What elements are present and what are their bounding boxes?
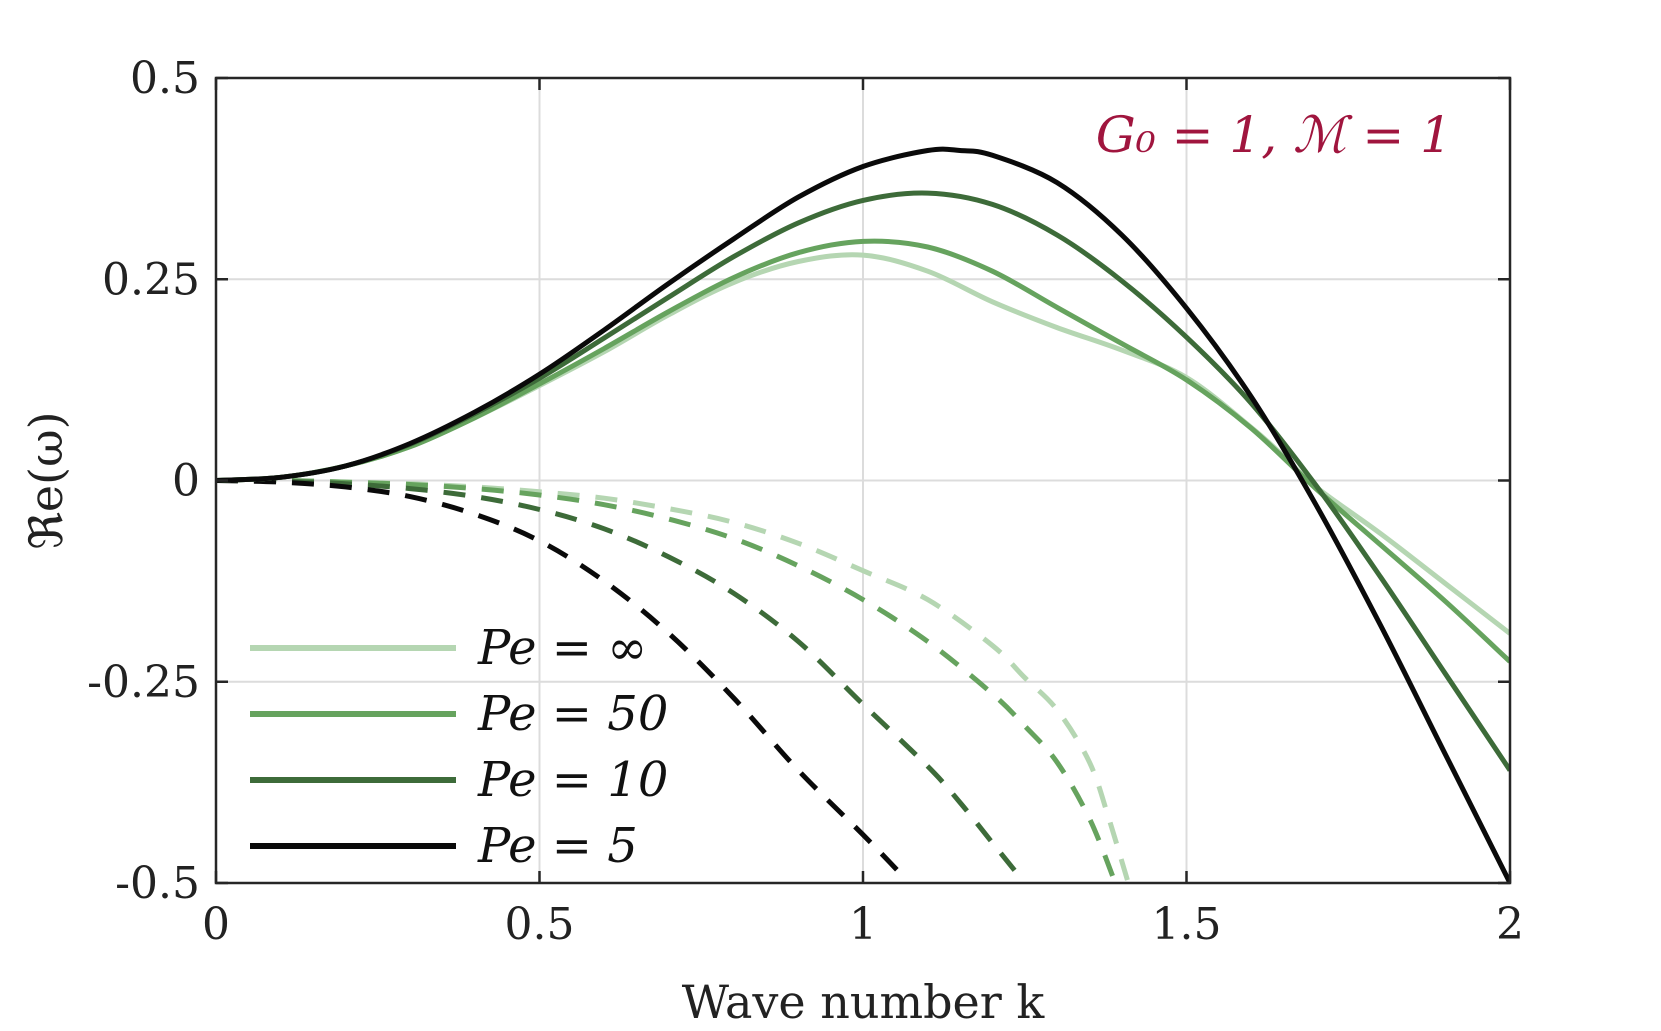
legend-label: Pe = 50 (477, 686, 668, 742)
y-tick-label: 0 (172, 456, 200, 507)
series-solid-4 (216, 146, 1510, 885)
y-tick-label: 0.25 (102, 254, 200, 305)
legend-label: Pe = 10 (477, 752, 668, 808)
legend: Pe = ∞ Pe = 50 Pe = 10 Pe = 5 (250, 620, 668, 874)
x-tick-label: 1.5 (1152, 899, 1222, 950)
plot-area (216, 146, 1510, 885)
y-tick-label: 0.5 (130, 53, 200, 104)
y-tick-label: -0.25 (87, 657, 200, 708)
axes-frame (214, 76, 1512, 885)
legend-label: Pe = 5 (477, 818, 638, 874)
legend-label: Pe = ∞ (477, 620, 647, 676)
x-tick-label: 1 (849, 899, 877, 950)
parameter-annotation: G₀ = 1, ℳ = 1 (1096, 106, 1452, 164)
x-axis-label: Wave number k (682, 975, 1046, 1029)
x-tick-label: 2 (1496, 899, 1524, 950)
y-axis-label: ℜe(ω) (19, 411, 73, 549)
grid (216, 78, 1510, 883)
series-dashed-4 (216, 478, 904, 877)
series-dashed-3 (216, 478, 1021, 877)
tick-labels: 0 0.5 1 1.5 2 0.5 0.25 0 -0.25 -0.5 (87, 53, 1524, 950)
y-tick-label: -0.5 (115, 858, 200, 909)
series-dashed-1 (216, 477, 1131, 884)
x-tick-label: 0.5 (505, 899, 575, 950)
series-solid-2 (216, 238, 1510, 664)
x-tick-label: 0 (202, 899, 230, 950)
series-dashed-2 (216, 477, 1118, 884)
